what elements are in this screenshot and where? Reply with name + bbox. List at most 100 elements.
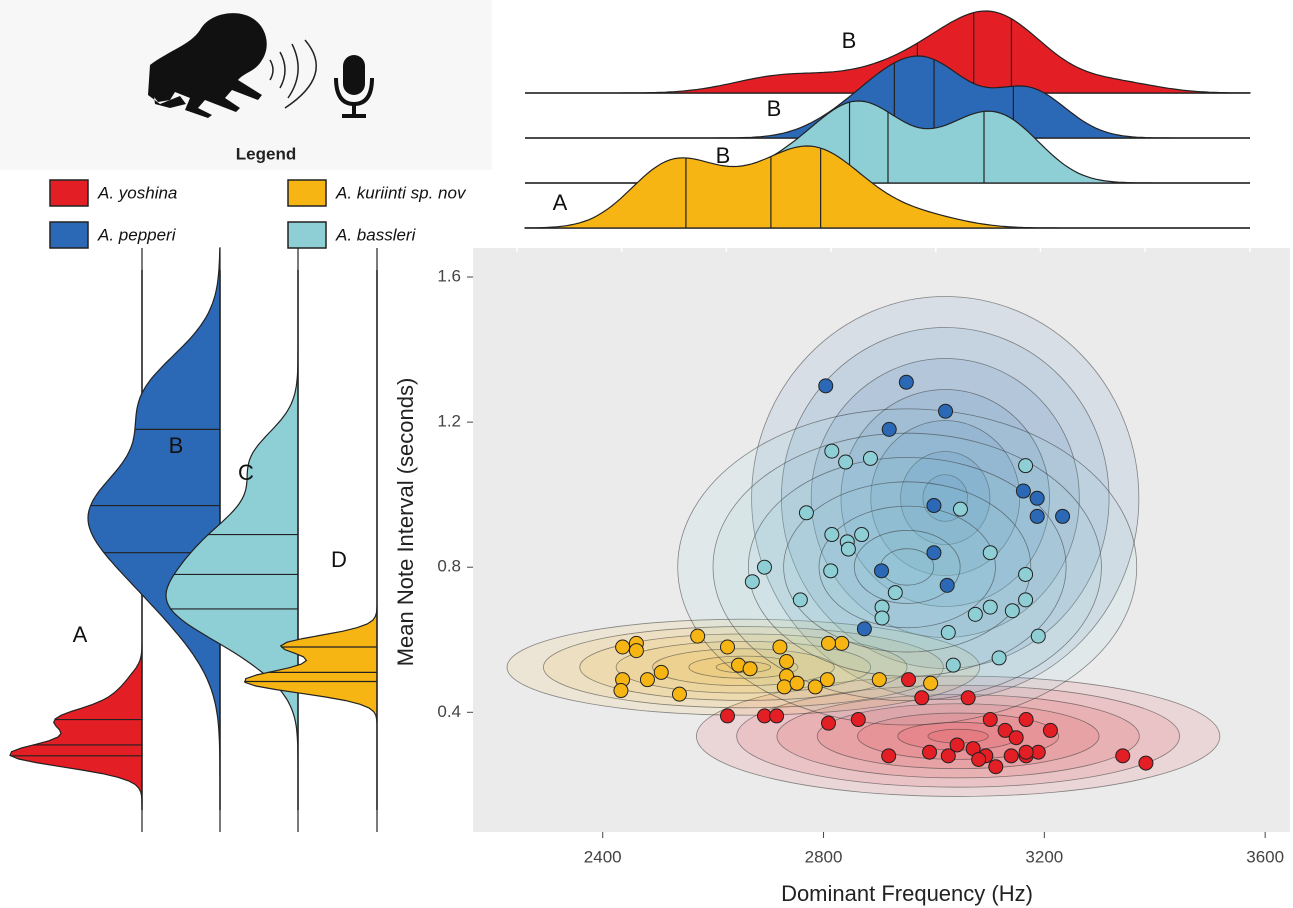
data-point — [1019, 713, 1033, 727]
data-point — [825, 444, 839, 458]
y-tick-label: 1.6 — [437, 267, 461, 286]
data-point — [822, 636, 836, 650]
data-point — [819, 379, 833, 393]
density-contour — [881, 549, 934, 585]
legend-swatch — [50, 222, 88, 248]
data-point — [972, 752, 986, 766]
data-point — [745, 575, 759, 589]
data-point — [875, 564, 889, 578]
data-point — [1004, 749, 1018, 763]
data-point — [1030, 509, 1044, 523]
legend-label: A. bassleri — [335, 225, 417, 244]
data-point — [614, 684, 628, 698]
legend-swatch — [50, 180, 88, 206]
data-point — [780, 655, 794, 669]
x-tick-label: 2400 — [584, 847, 622, 866]
y-group-label: D — [331, 547, 347, 572]
data-point — [915, 691, 929, 705]
data-point — [851, 713, 865, 727]
x-tick-label: 2800 — [805, 847, 843, 866]
data-point — [1031, 629, 1045, 643]
data-point — [799, 506, 813, 520]
data-point — [757, 560, 771, 574]
legend-swatch — [288, 180, 326, 206]
data-point — [691, 629, 705, 643]
data-point — [654, 665, 668, 679]
data-point — [983, 546, 997, 560]
x-axis-label: Dominant Frequency (Hz) — [781, 881, 1033, 906]
data-point — [720, 709, 734, 723]
data-point — [1030, 491, 1044, 505]
data-point — [924, 676, 938, 690]
data-point — [773, 640, 787, 654]
data-point — [1139, 756, 1153, 770]
data-point — [1019, 459, 1033, 473]
data-point — [857, 622, 871, 636]
data-point — [835, 636, 849, 650]
data-point — [640, 673, 654, 687]
data-point — [950, 738, 964, 752]
data-point — [923, 745, 937, 759]
data-point — [1116, 749, 1130, 763]
legend-label: A. yoshina — [97, 183, 177, 202]
data-point — [872, 673, 886, 687]
y-group-label: A — [73, 622, 88, 647]
data-point — [882, 422, 896, 436]
data-point — [902, 673, 916, 687]
data-point — [989, 760, 1003, 774]
data-point — [983, 600, 997, 614]
data-point — [968, 607, 982, 621]
data-point — [839, 455, 853, 469]
data-point — [672, 687, 686, 701]
data-point — [863, 451, 877, 465]
data-point — [899, 375, 913, 389]
y-tick-label: 0.4 — [437, 702, 461, 721]
data-point — [825, 528, 839, 542]
data-point — [1019, 745, 1033, 759]
data-point — [941, 625, 955, 639]
legend-title: Legend — [236, 144, 296, 163]
data-point — [616, 640, 630, 654]
y-tick-label: 1.2 — [437, 412, 461, 431]
y-tick-label: 0.8 — [437, 557, 461, 576]
data-point — [1043, 723, 1057, 737]
data-point — [961, 691, 975, 705]
data-point — [983, 713, 997, 727]
x-tick-label: 3200 — [1025, 847, 1063, 866]
data-point — [888, 586, 902, 600]
data-point — [629, 644, 643, 658]
legend-swatch — [288, 222, 326, 248]
data-point — [790, 676, 804, 690]
data-point — [1019, 593, 1033, 607]
data-point — [841, 542, 855, 556]
data-point — [940, 578, 954, 592]
data-point — [1019, 567, 1033, 581]
data-point — [1056, 509, 1070, 523]
data-point — [1016, 484, 1030, 498]
data-point — [770, 709, 784, 723]
figure: Legend A. yoshina A. pepperi A. kuriinti s… — [0, 0, 1293, 908]
data-point — [992, 651, 1006, 665]
data-point — [743, 662, 757, 676]
x-group-label: B — [767, 96, 782, 121]
data-point — [946, 658, 960, 672]
data-point — [822, 716, 836, 730]
y-group-label: C — [238, 460, 254, 485]
x-group-label: A — [553, 190, 568, 215]
data-point — [875, 611, 889, 625]
data-point — [808, 680, 822, 694]
data-point — [1009, 731, 1023, 745]
data-point — [927, 499, 941, 513]
x-tick-label: 3600 — [1246, 847, 1284, 866]
data-point — [777, 680, 791, 694]
x-group-label: B — [716, 143, 731, 168]
data-point — [824, 564, 838, 578]
legend-label: A. pepperi — [97, 225, 177, 244]
data-point — [820, 673, 834, 687]
y-group-label: B — [169, 433, 184, 458]
data-point — [793, 593, 807, 607]
data-point — [1005, 604, 1019, 618]
data-point — [927, 546, 941, 560]
legend-label: A. kuriinti sp. nov — [335, 183, 467, 202]
data-point — [953, 502, 967, 516]
